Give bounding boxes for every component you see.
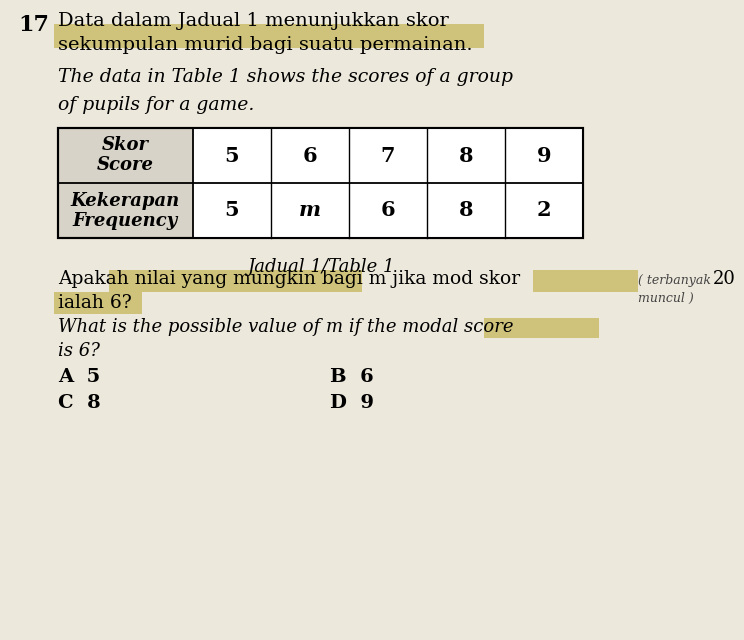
Bar [484,318,599,338]
Text: What is the possible value of m if the modal score: What is the possible value of m if the m… [58,318,513,336]
Bar [193,128,583,238]
Text: C  8: C 8 [58,394,100,412]
Bar [58,128,583,238]
Bar [54,292,142,314]
Text: of pupils for a game.: of pupils for a game. [58,96,254,114]
Bar [109,270,362,292]
Text: Data dalam Jadual 1 menunjukkan skor: Data dalam Jadual 1 menunjukkan skor [58,12,449,30]
Text: 17: 17 [18,14,49,36]
Text: 2: 2 [536,200,551,221]
Text: A  5: A 5 [58,368,100,386]
Text: Skor: Skor [102,136,149,154]
Bar [54,24,484,48]
Text: 6: 6 [303,145,317,166]
Text: B  6: B 6 [330,368,373,386]
Text: The data in Table 1 shows the scores of a group: The data in Table 1 shows the scores of … [58,68,513,86]
Bar [58,128,583,238]
Text: 6: 6 [381,200,395,221]
Text: 5: 5 [225,145,240,166]
Text: Frequency: Frequency [73,211,178,230]
Text: 20: 20 [713,270,736,288]
Text: D  9: D 9 [330,394,374,412]
Text: sekumpulan murid bagi suatu permainan.: sekumpulan murid bagi suatu permainan. [58,36,472,54]
Bar [533,270,638,292]
Text: ( terbanyak: ( terbanyak [638,274,711,287]
Text: m: m [299,200,321,221]
Text: 9: 9 [536,145,551,166]
Text: Score: Score [97,157,154,175]
Text: 5: 5 [225,200,240,221]
Text: 8: 8 [459,145,473,166]
Text: 7: 7 [381,145,395,166]
Text: 8: 8 [459,200,473,221]
Text: Kekerapan: Kekerapan [71,191,180,209]
Text: is 6?: is 6? [58,342,100,360]
Text: Jadual 1/Table 1: Jadual 1/Table 1 [247,258,394,276]
Text: muncul ): muncul ) [638,292,693,305]
Text: Apakah nilai yang mungkin bagi m jika mod skor: Apakah nilai yang mungkin bagi m jika mo… [58,270,520,288]
Text: ialah 6?: ialah 6? [58,294,132,312]
